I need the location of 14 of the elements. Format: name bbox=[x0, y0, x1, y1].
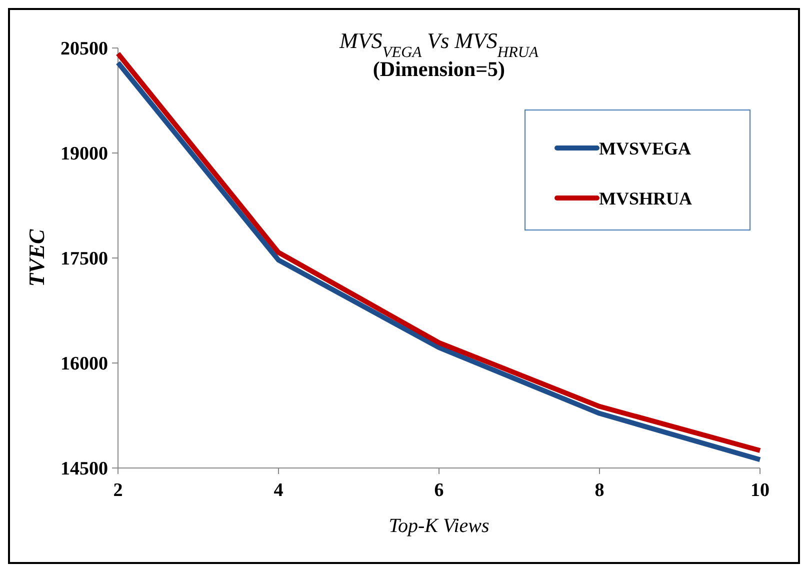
y-tick-label: 14500 bbox=[60, 458, 108, 480]
legend-label: MVSHRUA bbox=[599, 188, 692, 208]
y-tick-label: 17500 bbox=[60, 248, 108, 270]
y-tick-label: 20500 bbox=[60, 38, 108, 60]
legend-label: MVSVEGA bbox=[599, 138, 692, 158]
x-tick-label: 8 bbox=[594, 480, 604, 501]
x-axis-title: Top-K Views bbox=[388, 515, 490, 537]
y-tick-label: 19000 bbox=[60, 144, 108, 165]
y-tick-label: 16000 bbox=[60, 354, 108, 375]
y-axis-title: TVEC bbox=[24, 228, 49, 287]
x-tick-label: 4 bbox=[274, 480, 284, 501]
x-tick-label: 10 bbox=[750, 480, 770, 501]
x-tick-label: 2 bbox=[113, 480, 123, 501]
x-tick-label: 6 bbox=[434, 480, 444, 501]
